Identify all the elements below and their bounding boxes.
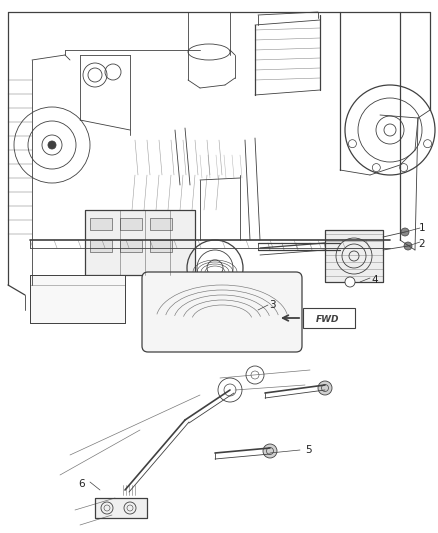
Bar — [30, 275, 125, 323]
Bar — [90, 240, 112, 252]
Text: 2: 2 — [419, 239, 425, 249]
Bar — [325, 230, 383, 282]
Circle shape — [263, 444, 277, 458]
Bar — [150, 240, 172, 252]
Bar — [120, 240, 142, 252]
Text: 3: 3 — [268, 300, 276, 310]
Text: 5: 5 — [305, 445, 311, 455]
Bar — [150, 218, 172, 230]
Bar — [85, 210, 195, 275]
Circle shape — [345, 277, 355, 287]
FancyBboxPatch shape — [303, 308, 355, 328]
Circle shape — [401, 228, 409, 236]
Bar — [120, 218, 142, 230]
Circle shape — [372, 164, 380, 172]
Bar — [90, 218, 112, 230]
Text: 6: 6 — [79, 479, 85, 489]
Bar — [95, 498, 147, 518]
Circle shape — [348, 140, 357, 148]
Bar — [85, 210, 195, 275]
Circle shape — [318, 381, 332, 395]
Text: FWD: FWD — [316, 314, 340, 324]
Circle shape — [48, 141, 56, 149]
Circle shape — [404, 242, 412, 250]
Bar — [325, 230, 383, 282]
Bar — [30, 275, 125, 323]
Circle shape — [400, 164, 408, 172]
Text: 1: 1 — [419, 223, 425, 233]
FancyBboxPatch shape — [142, 272, 302, 352]
Circle shape — [424, 140, 431, 148]
Text: 4: 4 — [372, 275, 378, 285]
Bar — [95, 498, 147, 518]
